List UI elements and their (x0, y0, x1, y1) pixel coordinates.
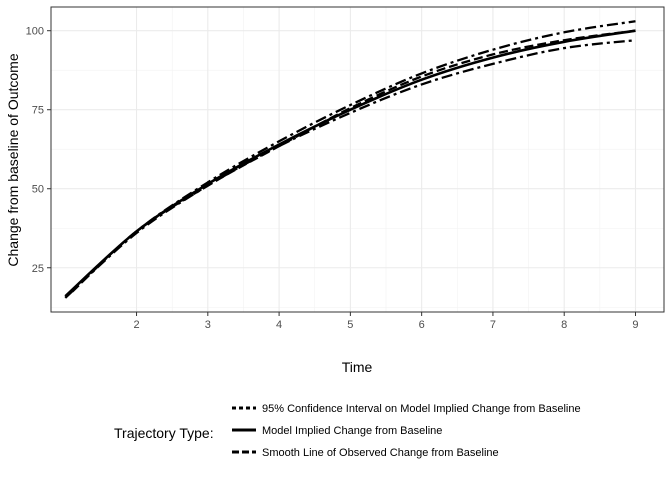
x-tick-label: 6 (419, 319, 425, 331)
y-axis-title: Change from baseline of Outcome (5, 53, 21, 266)
y-tick-label: 50 (32, 184, 44, 196)
x-axis-title: Time (342, 359, 373, 375)
series-line-3 (71, 29, 636, 293)
x-tick-label: 8 (561, 319, 567, 331)
y-axis: 25 50 75 100 (26, 26, 51, 275)
grid-major (51, 7, 664, 312)
x-tick-label: 9 (632, 319, 638, 331)
legend-label: Smooth Line of Observed Change from Base… (262, 447, 499, 459)
x-tick-label: 7 (490, 319, 496, 331)
x-tick-label: 2 (133, 319, 139, 331)
legend-label: 95% Confidence Interval on Model Implied… (262, 403, 581, 415)
grid-minor (51, 7, 664, 312)
y-tick-label: 25 (32, 263, 44, 275)
x-axis: 2 3 4 5 6 7 8 9 (133, 312, 639, 331)
plot-border (50, 6, 665, 313)
x-tick-label: 3 (205, 319, 211, 331)
plot-background (51, 7, 664, 312)
x-tick-label: 4 (276, 319, 282, 331)
y-tick-label: 100 (26, 26, 44, 38)
x-tick-label: 5 (347, 319, 353, 331)
legend-label: Model Implied Change from Baseline (262, 425, 442, 437)
series-layer (64, 20, 636, 299)
legend: Trajectory Type: 95% Confidence Interval… (114, 403, 581, 459)
legend-title: Trajectory Type: (114, 425, 214, 441)
y-tick-label: 75 (32, 105, 44, 117)
